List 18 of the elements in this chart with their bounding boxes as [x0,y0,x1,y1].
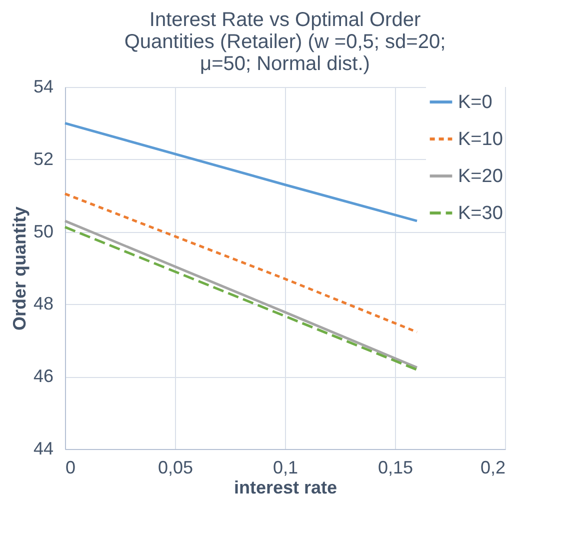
legend-label: K=30 [458,203,503,224]
x-tick-label: 0,1 [272,458,298,478]
x-tick-label: 0,15 [378,458,414,478]
y-tick-label: 44 [33,438,54,458]
y-axis-title: Order quantity [9,206,30,331]
y-tick-label: 46 [33,366,54,386]
y-tick-label: 52 [33,148,54,169]
chart-title: Interest Rate vs Optimal Order Quantities (Retailer) (w =0,5; sd=20; μ=50; Normal dist.) [124,9,446,75]
y-tick-label: 48 [33,294,54,314]
y-tick-label: 54 [33,76,54,96]
x-tick-label: 0 [66,458,76,478]
legend-label: K=20 [458,166,503,187]
legend-label: K=0 [458,92,492,113]
x-tick-label: 0,2 [480,458,506,478]
x-tick-label: 0,05 [158,458,194,478]
y-tick-label: 50 [33,221,54,242]
legend-label: K=10 [458,129,503,150]
x-axis-title: interest rate [234,478,338,498]
